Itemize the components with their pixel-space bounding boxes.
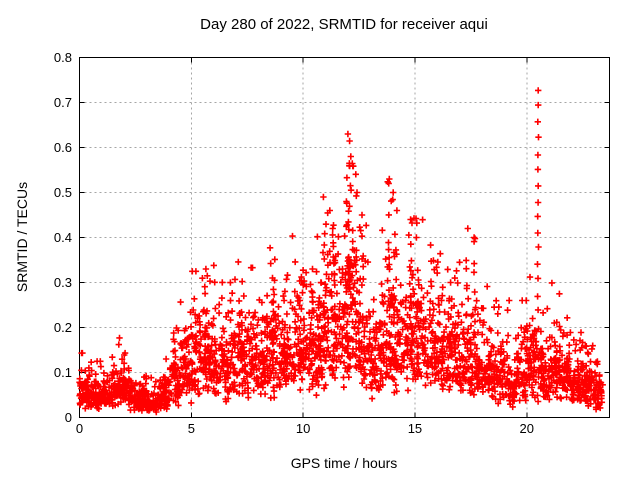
y-tick-label: 0.5 bbox=[53, 184, 72, 200]
y-tick-label: 0.6 bbox=[53, 139, 72, 155]
y-tick-label: 0.1 bbox=[53, 364, 72, 380]
x-tick-label: 10 bbox=[295, 421, 311, 436]
x-tick-label: 15 bbox=[407, 421, 423, 436]
y-tick-label: 0.7 bbox=[53, 94, 72, 110]
y-tick-label: 0.2 bbox=[53, 319, 72, 335]
y-tick-label: 0.4 bbox=[53, 229, 72, 245]
scatter-points bbox=[76, 87, 606, 416]
x-axis-label: GPS time / hours bbox=[290, 455, 398, 471]
x-tick-label: 5 bbox=[187, 421, 195, 436]
y-tick-label: 0.8 bbox=[53, 49, 72, 65]
y-tick-label: 0 bbox=[64, 409, 72, 425]
x-tick-label: 20 bbox=[519, 421, 534, 436]
y-tick-label: 0.3 bbox=[53, 274, 72, 290]
x-tick-label: 0 bbox=[75, 421, 84, 436]
axis-ticks bbox=[79, 57, 610, 418]
chart-title: Day 280 of 2022, SRMTID for receiver aqu… bbox=[200, 16, 488, 33]
